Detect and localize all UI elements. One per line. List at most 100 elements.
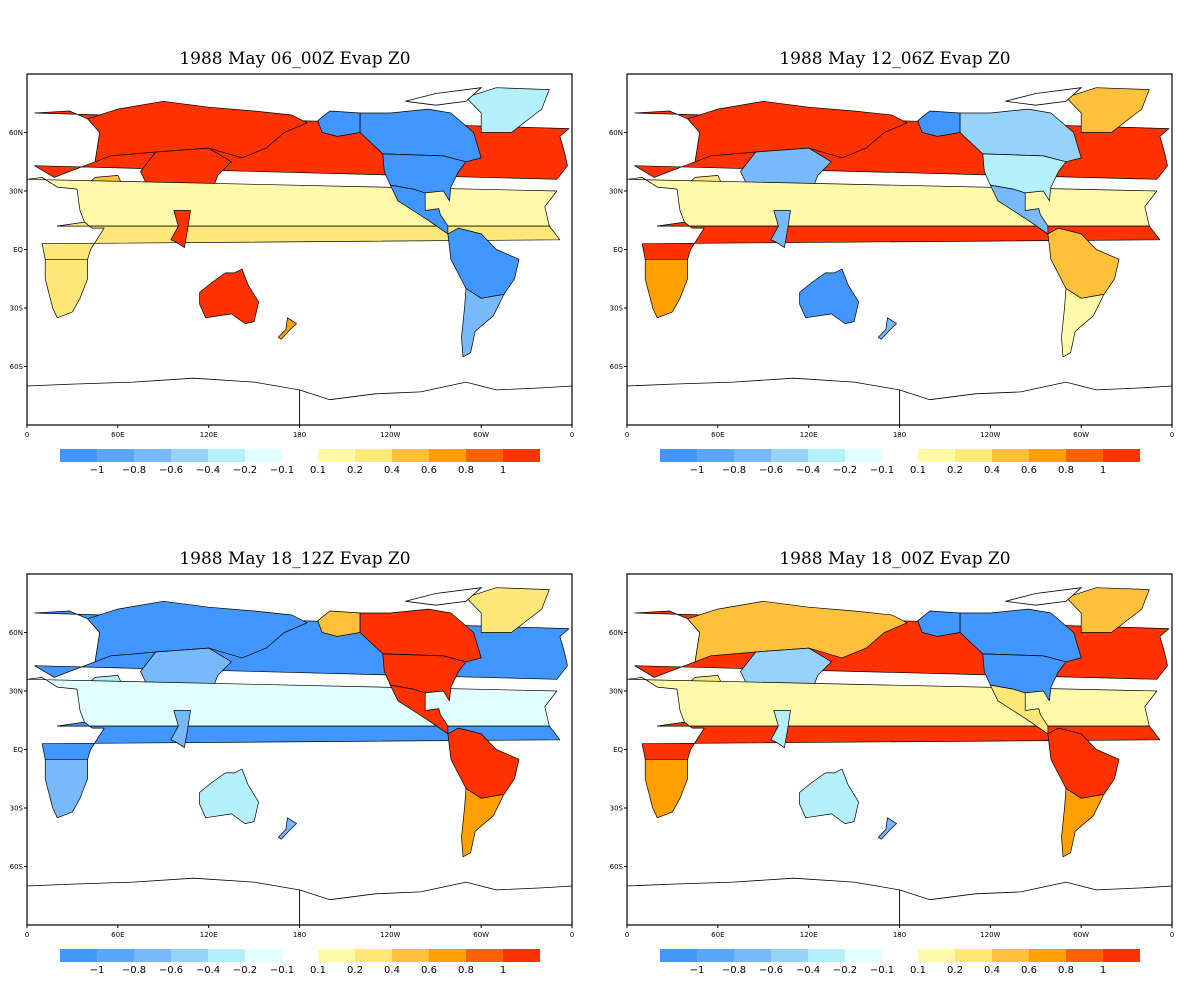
coastline-outline [899,381,1172,425]
land-region-canada [959,608,1082,663]
x-tick-label: 60W [473,931,489,939]
land-region-canada [359,108,482,163]
land-region-usa [982,653,1067,702]
x-tick-label: 0 [1170,931,1174,939]
colorbar-swatch-negative [734,449,771,462]
colorbar-swatch-positive [992,949,1029,962]
land-region-samerica_n [447,727,520,799]
y-tick-label: 30N [609,188,623,196]
colorbar-swatch-negative [97,449,134,462]
x-tick-label: 120W [980,431,1000,439]
colorbar-label-positive: 1 [1100,465,1106,476]
land-region-nz [277,317,297,340]
colorbar-label-positive: 1 [1100,965,1106,976]
colorbar-label-positive: 0.4 [984,965,1000,976]
colorbar-swatch-positive [429,949,466,962]
land-region-australia [199,768,259,824]
y-tick-label: 30S [610,305,624,313]
colorbar-swatch-positive [955,949,992,962]
coastline-outline [27,377,300,425]
y-tick-label: 30N [9,188,23,196]
land-region-mexico [989,184,1049,235]
land-region-samerica_n [1047,227,1120,299]
map-land-layer [627,587,1172,925]
x-tick-label: 0 [570,931,574,939]
land-region-mexico [389,184,449,235]
land-region-canada [359,608,482,663]
x-tick-label: 0 [25,431,29,439]
map-land-layer [627,87,1172,425]
land-region-samerica_n [447,227,520,299]
colorbar-swatch-negative [845,449,882,462]
coastline-outline [405,587,483,606]
colorbar-label-positive: 0.1 [910,965,926,976]
coastline-outline [899,881,1172,925]
colorbar-swatch-negative [171,949,208,962]
colorbar-swatch-positive [918,949,955,962]
land-region-alaska [917,110,961,137]
colorbar-swatch-positive [955,449,992,462]
colorbar-label-positive: 0.2 [947,965,963,976]
map-land-layer [27,87,572,425]
y-tick-label: 60N [609,629,623,637]
land-region-seasia [770,710,791,748]
colorbar-label-negative: −0.8 [122,965,146,976]
land-region-africa_n [627,677,1158,727]
x-tick-label: 180 [893,431,906,439]
x-tick-label: 0 [625,931,629,939]
x-tick-label: 0 [1170,431,1174,439]
colorbar-label-positive: 1 [500,965,506,976]
colorbar-label-negative: −1 [90,965,105,976]
colorbar-label-negative: −0.6 [159,465,183,476]
colorbar-swatch-negative [660,449,697,462]
colorbar-swatch-negative [134,449,171,462]
x-tick-label: 60W [1073,431,1089,439]
colorbar-label-positive: 0.8 [458,965,474,976]
x-tick-label: 0 [25,931,29,939]
land-region-africa_c [641,721,1161,760]
land-region-russia [87,600,308,663]
land-region-greenland [465,87,550,133]
land-region-africa_n [627,177,1158,227]
x-tick-label: 60E [111,431,124,439]
y-tick-label: 60S [10,363,24,371]
x-tick-label: 120W [380,431,400,439]
colorbar-swatch-negative [245,949,282,962]
colorbar-label-negative: −0.1 [870,465,894,476]
colorbar-swatch-positive [992,449,1029,462]
y-tick-label: 30S [10,805,24,813]
colorbar-swatch-negative [697,949,734,962]
colorbar-swatch-negative [245,449,282,462]
colorbar-label-positive: 0.4 [984,465,1000,476]
coastline-outline [627,377,900,425]
colorbar-swatch-positive [918,449,955,462]
y-tick-label: 30S [10,305,24,313]
land-region-australia [199,268,259,324]
colorbar-label-negative: −0.8 [122,465,146,476]
x-tick-label: 60E [111,931,124,939]
y-tick-label: EQ [613,246,623,254]
colorbar-label-positive: 0.1 [310,465,326,476]
land-region-samerica_s [461,788,505,858]
x-tick-label: 60E [711,931,724,939]
colorbar-label-positive: 0.4 [384,965,400,976]
colorbar-label-negative: −0.4 [796,965,820,976]
land-region-alaska [317,110,361,137]
y-tick-label: 60N [9,629,23,637]
colorbar-swatch-negative [845,949,882,962]
land-region-africa_s [44,758,88,819]
x-tick-label: 0 [625,431,629,439]
colorbar-swatch-negative [60,949,97,962]
y-tick-label: 30N [9,688,23,696]
colorbar-label-positive: 0.2 [347,965,363,976]
colorbar-swatch-positive [392,949,429,962]
y-tick-label: 30N [609,688,623,696]
land-region-alaska [917,610,961,637]
colorbar-swatch-positive [355,949,392,962]
land-region-australia [799,768,859,824]
colorbar-swatch-positive [1029,449,1066,462]
colorbar-label-negative: −1 [690,965,705,976]
land-region-nz [277,817,297,840]
colorbar-label-positive: 0.8 [1058,965,1074,976]
colorbar-swatch-positive [318,949,355,962]
